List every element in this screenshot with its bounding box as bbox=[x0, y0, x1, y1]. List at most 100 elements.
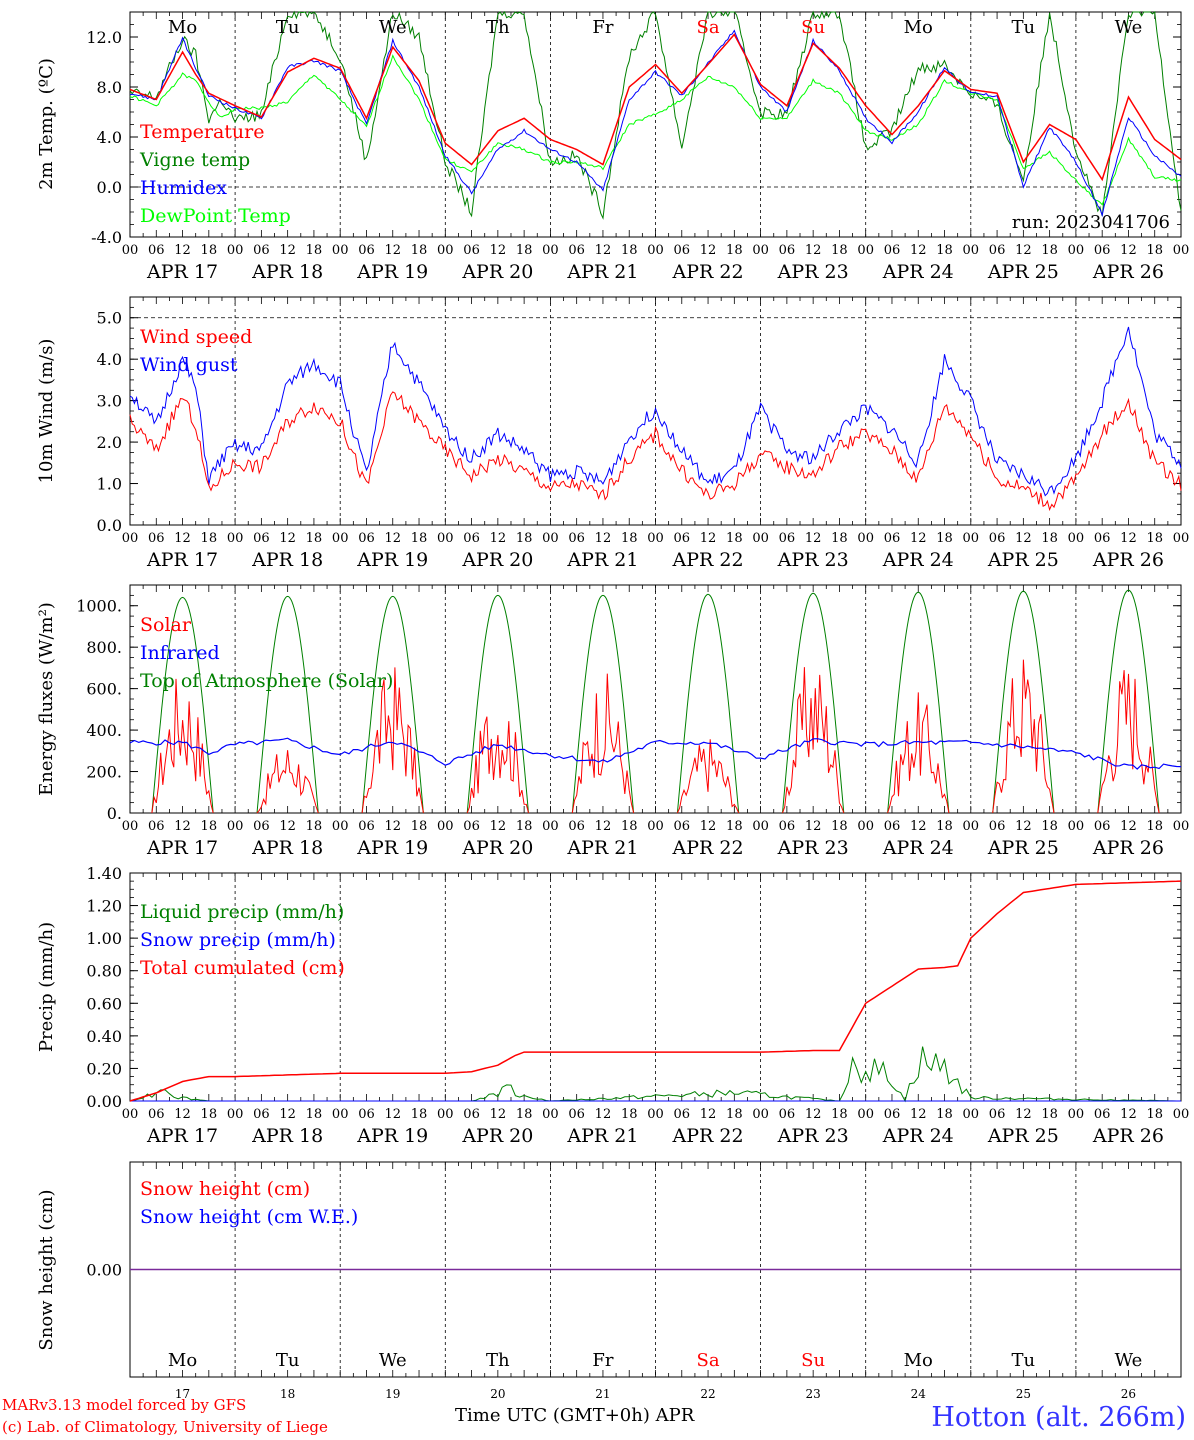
hour-label: 12 bbox=[279, 243, 296, 258]
hour-label: 00 bbox=[857, 243, 874, 258]
y-tick-label: 1000. bbox=[76, 597, 122, 616]
day-label: APR 26 bbox=[1092, 837, 1164, 859]
hour-label: 18 bbox=[306, 1107, 323, 1122]
weekday-label-top: Tu bbox=[276, 17, 300, 38]
weekday-label-top: Su bbox=[801, 17, 825, 38]
hour-label: 18 bbox=[201, 1107, 218, 1122]
hour-label: 18 bbox=[411, 819, 428, 834]
hour-label: 06 bbox=[148, 1107, 165, 1122]
hour-label: 12 bbox=[384, 531, 401, 546]
hour-label: 18 bbox=[306, 819, 323, 834]
hour-label: 12 bbox=[700, 243, 717, 258]
day-label: APR 23 bbox=[777, 837, 849, 859]
day-label: APR 23 bbox=[777, 549, 849, 571]
station-label: Hotton (alt. 266m) bbox=[931, 1402, 1186, 1433]
y-tick-label: 200. bbox=[86, 763, 122, 782]
y-tick-label: 0.80 bbox=[86, 962, 122, 981]
hour-label: 18 bbox=[1146, 819, 1163, 834]
hour-label: 06 bbox=[1094, 819, 1111, 834]
hour-label: 00 bbox=[1173, 531, 1190, 546]
y-tick-label: 1.20 bbox=[86, 897, 122, 916]
hour-label: 00 bbox=[122, 243, 139, 258]
hour-label: 18 bbox=[831, 243, 848, 258]
hour-label: 12 bbox=[174, 243, 191, 258]
day-label: APR 24 bbox=[882, 549, 954, 571]
hour-label: 12 bbox=[1015, 1107, 1032, 1122]
y-tick-label: 4.0 bbox=[97, 350, 122, 369]
day-label: APR 25 bbox=[987, 261, 1059, 283]
hour-label: 06 bbox=[148, 243, 165, 258]
day-number: 21 bbox=[595, 1387, 610, 1401]
hour-label: 06 bbox=[1094, 243, 1111, 258]
hour-label: 12 bbox=[805, 243, 822, 258]
weekday-label-bottom: Th bbox=[486, 1350, 510, 1371]
hour-label: 06 bbox=[989, 1107, 1006, 1122]
hour-label: 12 bbox=[279, 1107, 296, 1122]
y-tick-label: 400. bbox=[86, 721, 122, 740]
y-tick-label: -4.0 bbox=[91, 228, 122, 247]
hour-label: 00 bbox=[1068, 243, 1085, 258]
hour-label: 18 bbox=[201, 243, 218, 258]
panel-1: 12.0 8.0 4.0 0.0 -4.0 2m Temp. (ºC) 00 06 12 18 00… bbox=[36, 10, 1190, 283]
weekday-label-bottom: Mo bbox=[904, 1350, 933, 1371]
day-label: APR 22 bbox=[672, 1125, 744, 1147]
day-label: APR 23 bbox=[777, 1125, 849, 1147]
hour-label: 18 bbox=[201, 819, 218, 834]
hour-label: 12 bbox=[910, 819, 927, 834]
legend-entry: Liquid precip (mm/h) bbox=[140, 901, 344, 923]
hour-label: 06 bbox=[358, 243, 375, 258]
day-label: APR 20 bbox=[461, 837, 533, 859]
hour-label: 06 bbox=[463, 531, 480, 546]
weekday-label-bottom: Tu bbox=[276, 1350, 300, 1371]
hour-label: 18 bbox=[726, 531, 743, 546]
hour-label: 06 bbox=[358, 819, 375, 834]
weekday-label-top: Th bbox=[486, 17, 510, 38]
hour-label: 06 bbox=[1094, 531, 1111, 546]
hour-label: 06 bbox=[253, 1107, 270, 1122]
hour-label: 00 bbox=[647, 819, 664, 834]
hour-label: 00 bbox=[963, 1107, 980, 1122]
hour-label: 06 bbox=[568, 531, 585, 546]
hour-label: 12 bbox=[384, 243, 401, 258]
y-tick-label: 0. bbox=[107, 804, 122, 823]
hour-label: 18 bbox=[516, 819, 533, 834]
hour-label: 12 bbox=[490, 819, 507, 834]
day-label: APR 18 bbox=[251, 837, 323, 859]
model-credit: MARv3.13 model forced by GFS bbox=[2, 1396, 247, 1414]
day-label: APR 18 bbox=[251, 549, 323, 571]
hour-label: 12 bbox=[805, 1107, 822, 1122]
weekday-label-top: We bbox=[379, 17, 407, 38]
legend-entry: DewPoint Temp bbox=[140, 205, 291, 227]
hour-label: 06 bbox=[884, 243, 901, 258]
y-axis-label: 10m Wind (m/s) bbox=[36, 339, 57, 484]
day-label: APR 23 bbox=[777, 261, 849, 283]
y-tick-label: 12.0 bbox=[86, 28, 122, 47]
series-toa-solar bbox=[151, 589, 1160, 814]
hour-label: 12 bbox=[174, 1107, 191, 1122]
run-label: run: 2023041706 bbox=[1012, 212, 1170, 233]
hour-label: 12 bbox=[595, 819, 612, 834]
hour-label: 18 bbox=[516, 243, 533, 258]
day-number: 22 bbox=[700, 1387, 715, 1401]
hour-label: 06 bbox=[989, 531, 1006, 546]
hour-label: 00 bbox=[542, 1107, 559, 1122]
hour-label: 00 bbox=[437, 819, 454, 834]
legend-entry: Snow height (cm) bbox=[140, 1178, 310, 1200]
hour-label: 12 bbox=[700, 1107, 717, 1122]
hour-label: 00 bbox=[647, 1107, 664, 1122]
day-number: 25 bbox=[1016, 1387, 1031, 1401]
y-axis-label: Snow height (cm) bbox=[36, 1189, 57, 1350]
hour-label: 00 bbox=[542, 243, 559, 258]
hour-label: 00 bbox=[1173, 243, 1190, 258]
hour-label: 12 bbox=[174, 819, 191, 834]
hour-label: 06 bbox=[463, 1107, 480, 1122]
lab-credit: (c) Lab. of Climatology, University of L… bbox=[2, 1418, 328, 1436]
weekday-label-bottom: Sa bbox=[697, 1350, 720, 1371]
hour-label: 18 bbox=[621, 1107, 638, 1122]
hour-label: 12 bbox=[910, 531, 927, 546]
day-label: APR 19 bbox=[356, 549, 428, 571]
hour-label: 12 bbox=[1015, 819, 1032, 834]
hour-label: 06 bbox=[989, 819, 1006, 834]
hour-label: 06 bbox=[148, 531, 165, 546]
hour-label: 12 bbox=[174, 531, 191, 546]
